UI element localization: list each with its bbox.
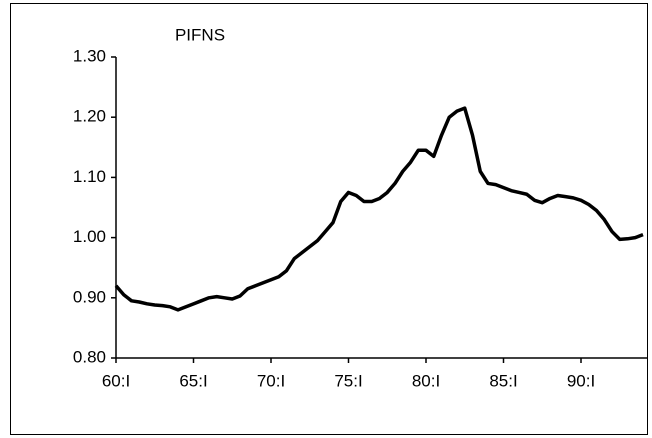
y-tick-label: 1.30: [73, 46, 106, 65]
y-tick-label: 1.20: [73, 107, 106, 126]
chart-title: PIFNS: [175, 25, 225, 44]
x-tick-label: 80:I: [412, 371, 440, 390]
y-tick-label: 0.80: [73, 347, 106, 366]
data-line: [114, 106, 644, 312]
x-tick-label: 90:I: [567, 371, 595, 390]
x-tick-label: 70:I: [257, 371, 285, 390]
x-tick-label: 85:I: [489, 371, 517, 390]
y-tick-label: 0.90: [73, 287, 106, 306]
x-tick-label: 60:I: [102, 371, 130, 390]
y-tick-label: 1.00: [73, 227, 106, 246]
x-tick-label: 65:I: [179, 371, 207, 390]
y-tick-label: 1.10: [73, 167, 106, 186]
chart-frame: [10, 3, 648, 435]
x-tick-label: 75:I: [334, 371, 362, 390]
